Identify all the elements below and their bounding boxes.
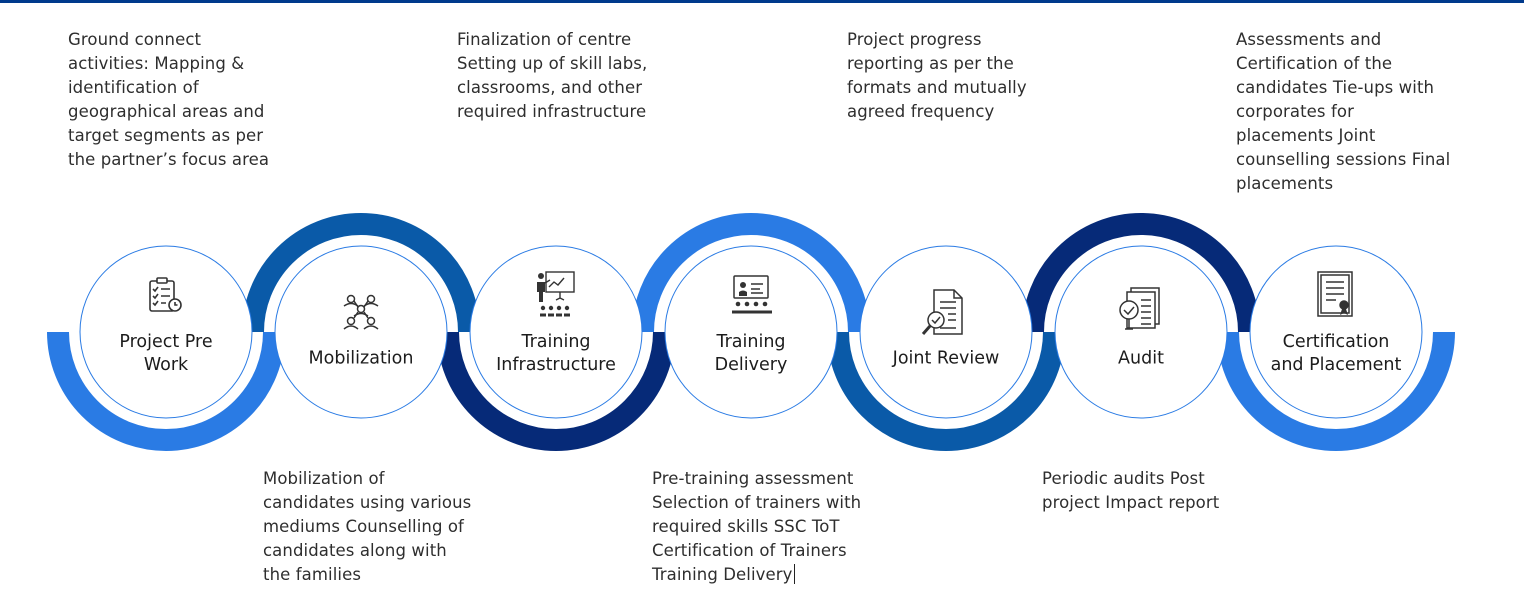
step-title-mobilization: Mobilization	[308, 348, 414, 369]
description-review: Project progress reporting as per the fo…	[847, 30, 1027, 121]
circle-certification	[1249, 245, 1423, 419]
arc-delivery	[632, 213, 870, 333]
circle-audit	[1054, 245, 1228, 419]
circle-review	[859, 245, 1033, 419]
arc-certification	[1217, 331, 1455, 451]
step-title-certification: Certification and Placement	[1270, 332, 1402, 375]
certificate-icon	[1317, 271, 1353, 317]
step-title-delivery: Training Delivery	[714, 332, 788, 375]
arc-pre-work	[47, 331, 285, 451]
step-title-infrastructure: Training Infrastructure	[496, 332, 616, 375]
step-title-pre-work: Project Pre Work	[119, 332, 213, 375]
top-rule	[0, 0, 1524, 3]
arc-audit	[1022, 213, 1260, 333]
people-network-icon	[343, 294, 379, 330]
step-title-audit: Audit	[1118, 348, 1164, 369]
description-certification: Assessments and Certification of the can…	[1236, 30, 1451, 193]
document-magnifier-icon	[921, 289, 963, 335]
description-infrastructure: Finalization of centre Setting up of ski…	[457, 30, 648, 121]
description-mobilization: Mobilization of candidates using various…	[263, 469, 472, 584]
description-delivery-text: Pre-training assessment Selection of tra…	[652, 469, 862, 584]
circle-infrastructure	[469, 245, 643, 419]
description-delivery: Pre-training assessment Selection of tra…	[652, 467, 912, 587]
step-title-review: Joint Review	[892, 348, 1000, 369]
arc-review	[827, 331, 1065, 451]
audit-checklist-icon	[1119, 287, 1160, 330]
circle-delivery	[664, 245, 838, 419]
description-audit: Periodic audits Post project Impact repo…	[1042, 469, 1220, 512]
arc-infrastructure	[437, 331, 675, 451]
description-pre-work: Ground connect activities: Mapping & ide…	[68, 30, 270, 169]
circle-pre-work	[79, 245, 253, 419]
text-caret	[793, 564, 795, 584]
classroom-monitor-icon	[732, 275, 772, 314]
checklist-clock-icon	[149, 277, 182, 312]
circle-mobilization	[274, 245, 448, 419]
presenter-board-icon	[537, 271, 575, 317]
arc-mobilization	[242, 213, 480, 333]
